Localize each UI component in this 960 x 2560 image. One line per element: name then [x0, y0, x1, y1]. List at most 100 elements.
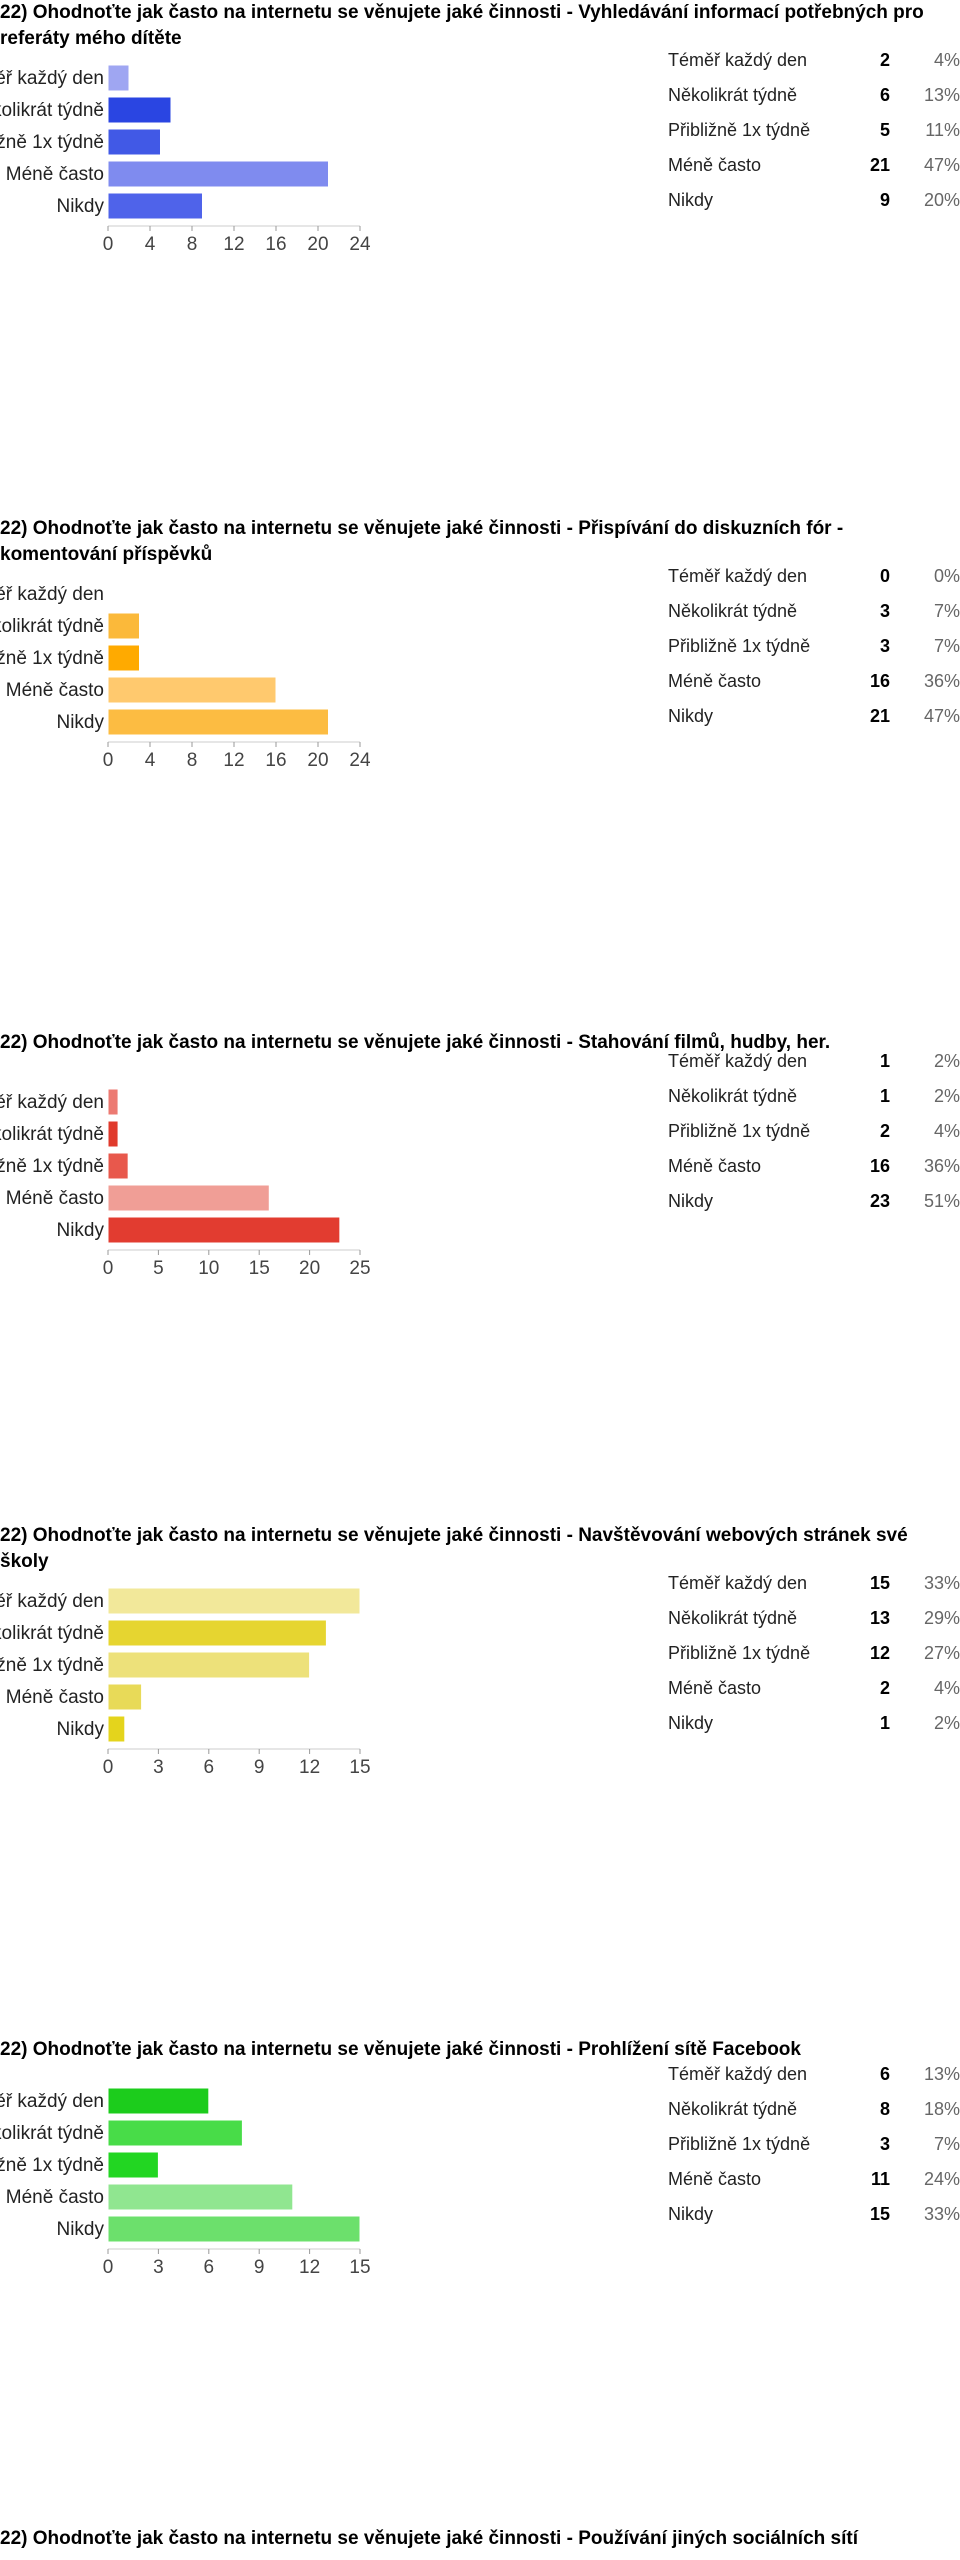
- stats-count: 21: [869, 706, 890, 726]
- stats-row: Téměř každý den 1 2%: [668, 1044, 960, 1079]
- category-label: Méně často: [6, 680, 104, 701]
- stats-row: Několikrát týdně 6 13%: [668, 78, 960, 113]
- stats-count: 6: [879, 2064, 890, 2084]
- bar: [107, 96, 172, 124]
- stats-count: 3: [879, 2134, 890, 2154]
- stats-percent: 2%: [933, 1713, 960, 1733]
- stats-percent: 2%: [933, 1086, 960, 1106]
- stats-count: 3: [879, 636, 890, 656]
- category-label: Přibližně 1x týdně: [0, 132, 104, 153]
- stats-count: 3: [879, 601, 890, 621]
- stats-label: Přibližně 1x týdně: [668, 2134, 811, 2154]
- category-label: Nikdy: [56, 2219, 104, 2240]
- x-tick-label: 9: [254, 1757, 265, 1778]
- x-tick-label: 8: [187, 750, 198, 771]
- x-tick-label: 12: [299, 2257, 320, 2278]
- bar: [107, 160, 329, 188]
- stats-row: Nikdy 21 47%: [668, 699, 960, 734]
- bar: [107, 2087, 210, 2115]
- stats-row: Přibližně 1x týdně 3 7%: [668, 629, 960, 664]
- bar: [107, 2151, 159, 2179]
- stats-label: Přibližně 1x týdně: [668, 1121, 811, 1141]
- bar-chart: Téměř každý den Několikrát týdně Přibližně…: [0, 2087, 371, 2278]
- x-tick-label: 4: [145, 750, 156, 771]
- stats-count: 2: [879, 1121, 890, 1141]
- stats-label: Méně často: [668, 1156, 762, 1176]
- bar: [107, 1088, 119, 1116]
- stats-count: 0: [879, 566, 890, 586]
- category-label: Nikdy: [56, 1220, 104, 1241]
- stats-count: 5: [879, 120, 890, 140]
- x-tick-label: 24: [349, 750, 371, 771]
- x-tick-label: 0: [103, 234, 114, 255]
- bar: [107, 1120, 119, 1148]
- category-label: Téměř každý den: [0, 584, 104, 605]
- bar-chart: Téměř každý den Několikrát týdně Přibližně…: [0, 1587, 371, 1778]
- bar: [107, 2183, 294, 2211]
- category-label: Téměř každý den: [0, 1591, 104, 1612]
- stats-table: Téměř každý den 2 4% Několikrát týdně 6 13% …: [668, 43, 960, 218]
- stats-row: Několikrát týdně 8 18%: [668, 2092, 960, 2127]
- stats-row: Přibližně 1x týdně 12 27%: [668, 1636, 960, 1671]
- stats-count: 6: [879, 85, 890, 105]
- stats-row: Nikdy 9 20%: [668, 183, 960, 218]
- stats-row: Méně často 2 4%: [668, 1671, 960, 1706]
- stats-percent: 13%: [923, 85, 960, 105]
- stats-label: Přibližně 1x týdně: [668, 1643, 811, 1663]
- stats-row: Několikrát týdně 1 2%: [668, 1079, 960, 1114]
- x-tick-label: 25: [349, 1258, 370, 1279]
- bar-chart: Téměř každý den Několikrát týdně Přibližně…: [0, 64, 371, 255]
- stats-row: Téměř každý den 6 13%: [668, 2057, 960, 2092]
- stats-percent: 7%: [933, 636, 960, 656]
- stats-label: Méně často: [668, 671, 762, 691]
- bar: [107, 676, 277, 704]
- stats-label: Nikdy: [668, 190, 714, 210]
- bar: [107, 1216, 341, 1244]
- category-label: Téměř každý den: [0, 1092, 104, 1113]
- category-label: Několikrát týdně: [0, 2123, 104, 2144]
- category-label: Nikdy: [56, 196, 104, 217]
- bar: [107, 1715, 126, 1743]
- x-tick-label: 3: [153, 2257, 164, 2278]
- x-tick-label: 16: [265, 234, 286, 255]
- stats-label: Nikdy: [668, 706, 714, 726]
- x-tick-label: 20: [307, 234, 328, 255]
- stats-table: Téměř každý den 0 0% Několikrát týdně 3 7% P…: [668, 559, 960, 734]
- x-tick-label: 12: [223, 234, 244, 255]
- stats-label: Několikrát týdně: [668, 1086, 798, 1106]
- x-tick-label: 24: [349, 234, 371, 255]
- x-tick-label: 15: [349, 2257, 370, 2278]
- stats-count: 1: [879, 1713, 890, 1733]
- stats-percent: 47%: [923, 155, 960, 175]
- bar: [107, 1683, 143, 1711]
- stats-row: Přibližně 1x týdně 2 4%: [668, 1114, 960, 1149]
- stats-row: Několikrát týdně 13 29%: [668, 1601, 960, 1636]
- x-tick-label: 0: [103, 2257, 114, 2278]
- stats-count: 21: [869, 155, 890, 175]
- x-tick-label: 6: [204, 1757, 215, 1778]
- stats-percent: 36%: [923, 1156, 960, 1176]
- stats-count: 11: [870, 2169, 890, 2189]
- stats-row: Nikdy 1 2%: [668, 1706, 960, 1741]
- stats-count: 1: [879, 1051, 890, 1071]
- stats-label: Přibližně 1x týdně: [668, 120, 811, 140]
- stats-row: Méně často 21 47%: [668, 148, 960, 183]
- bar: [107, 192, 203, 220]
- category-label: Méně často: [6, 164, 104, 185]
- stats-label: Téměř každý den: [668, 50, 808, 70]
- category-label: Přibližně 1x týdně: [0, 2155, 104, 2176]
- x-tick-label: 0: [103, 750, 114, 771]
- stats-label: Nikdy: [668, 1191, 714, 1211]
- category-label: Nikdy: [56, 1719, 104, 1740]
- stats-row: Téměř každý den 0 0%: [668, 559, 960, 594]
- x-tick-label: 6: [204, 2257, 215, 2278]
- bar: [107, 612, 140, 640]
- stats-label: Nikdy: [668, 1713, 714, 1733]
- x-tick-label: 3: [153, 1757, 164, 1778]
- bar: [107, 2119, 243, 2147]
- question-title: 22) Ohodnoťte jak často na internetu se …: [0, 2528, 858, 2549]
- stats-row: Nikdy 23 51%: [668, 1184, 960, 1219]
- stats-percent: 33%: [923, 2204, 960, 2224]
- category-label: Několikrát týdně: [0, 616, 104, 637]
- stats-count: 2: [879, 1678, 890, 1698]
